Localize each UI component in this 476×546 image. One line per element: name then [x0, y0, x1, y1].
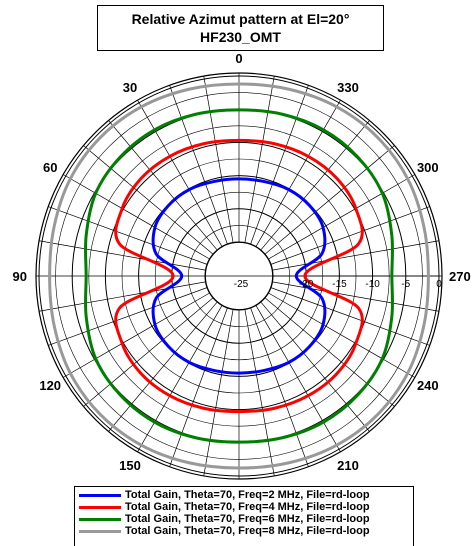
grid-spoke [268, 174, 415, 260]
angle-label-30: 30 [123, 80, 137, 95]
grid-spoke [250, 85, 309, 245]
angle-label-120: 120 [39, 378, 61, 393]
series-layer [48, 82, 430, 470]
chart-title: Relative Azimut pattern at El=20° [131, 11, 350, 27]
grid-spoke [272, 281, 439, 312]
grid-spoke [270, 287, 430, 346]
grid-spoke [244, 309, 275, 476]
chart-legend: Total Gain, Theta=70, Freq=2 MHz, File=r… [74, 486, 414, 546]
grid-spoke [48, 206, 208, 265]
radial-tick-label: -5 [401, 279, 410, 290]
grid-spoke [272, 240, 439, 271]
grid-spoke [137, 100, 223, 247]
legend-entry: Total Gain, Theta=70, Freq=4 MHz, File=r… [79, 501, 413, 513]
legend-swatch [79, 493, 121, 497]
grid-spoke [137, 305, 223, 452]
angle-label-330: 330 [337, 80, 359, 95]
legend-entry: Total Gain, Theta=70, Freq=8 MHz, File=r… [79, 525, 413, 537]
grid-spoke [83, 145, 214, 255]
grid-spoke [255, 100, 341, 247]
grid-spoke [264, 145, 395, 255]
legend-swatch [79, 505, 121, 509]
angle-label-210: 210 [337, 458, 359, 473]
grid-spoke [203, 309, 234, 476]
grid-spoke [255, 305, 341, 452]
radial-tick-label: -25 [234, 279, 249, 290]
radial-tick-label: -10 [365, 279, 380, 290]
legend-swatch [79, 529, 121, 533]
grid-spoke [268, 292, 415, 378]
legend-entry: Total Gain, Theta=70, Freq=6 MHz, File=r… [79, 513, 413, 525]
radial-tick-label: -15 [332, 279, 347, 290]
polar-grid [35, 72, 443, 480]
grid-spoke [63, 292, 210, 378]
angle-label-270: 270 [449, 269, 471, 284]
grid-spoke [83, 297, 214, 407]
angle-label-90: 90 [13, 269, 27, 284]
grid-spoke [203, 76, 234, 243]
grid-spoke [63, 174, 210, 260]
series-curve [83, 108, 395, 444]
chart-title-box: Relative Azimut pattern at El=20° HF230_… [97, 5, 384, 51]
series-curve [151, 177, 327, 375]
angle-label-0: 0 [235, 51, 242, 66]
legend-label: Total Gain, Theta=70, Freq=8 MHz, File=r… [125, 525, 370, 537]
grid-spoke [108, 301, 218, 432]
legend-label: Total Gain, Theta=70, Freq=2 MHz, File=r… [125, 489, 370, 501]
grid-spoke [169, 307, 228, 467]
grid-spoke [260, 120, 370, 251]
grid-spoke [260, 301, 370, 432]
grid-spoke [244, 76, 275, 243]
grid-spoke [108, 120, 218, 251]
series-curve [48, 82, 430, 470]
legend-label: Total Gain, Theta=70, Freq=4 MHz, File=r… [125, 501, 370, 513]
grid-spoke [264, 297, 395, 407]
angle-label-60: 60 [43, 160, 57, 175]
grid-spoke [39, 240, 206, 271]
angle-label-150: 150 [119, 458, 141, 473]
label-layer: 0306090120150180210240270300330-25-20-15… [13, 51, 471, 502]
angle-label-300: 300 [417, 160, 439, 175]
series-curve [114, 138, 364, 414]
legend-label: Total Gain, Theta=70, Freq=6 MHz, File=r… [125, 513, 370, 525]
legend-swatch [79, 517, 121, 521]
grid-spoke [270, 206, 430, 265]
radial-tick-label: -20 [299, 279, 314, 290]
angle-label-240: 240 [417, 378, 439, 393]
chart-subtitle: HF230_OMT [200, 29, 281, 45]
grid-spoke [39, 281, 206, 312]
legend-entry: Total Gain, Theta=70, Freq=2 MHz, File=r… [79, 489, 413, 501]
grid-spoke [169, 85, 228, 245]
grid-spoke [250, 307, 309, 467]
radial-tick-label: 0 [436, 279, 442, 290]
grid-spoke [48, 287, 208, 346]
